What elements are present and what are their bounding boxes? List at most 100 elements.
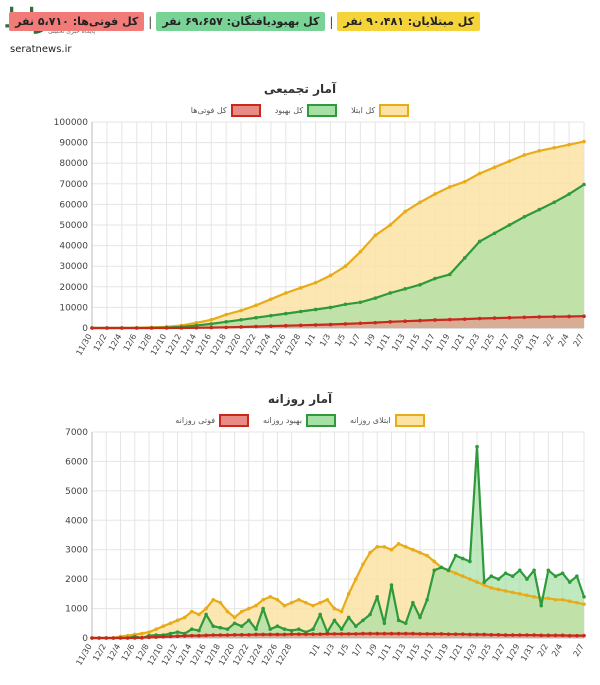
cumulative-point-deaths	[403, 319, 407, 324]
daily-x-tick-label: 12/6	[120, 643, 137, 663]
legend-label: بهبود روزانه	[263, 416, 302, 425]
daily-point-deaths	[503, 633, 508, 637]
daily-point-deaths	[118, 636, 123, 640]
daily-y-tick-label: 2000	[65, 575, 88, 585]
cumulative-x-tick-label: 2/2	[542, 333, 556, 349]
daily-point-recovered	[261, 606, 265, 611]
daily-point-recovered	[503, 571, 508, 576]
daily-point-deaths	[560, 633, 565, 638]
daily-point-confirmed	[411, 547, 415, 552]
legend-label: کل بهبود	[274, 106, 304, 115]
daily-point-confirmed	[518, 592, 522, 596]
daily-point-deaths	[425, 632, 429, 636]
daily-point-confirmed	[239, 609, 244, 614]
cumulative-point-deaths	[552, 314, 556, 319]
daily-point-deaths	[282, 632, 287, 637]
daily-point-confirmed	[546, 596, 551, 601]
daily-point-confirmed	[532, 595, 536, 599]
cumulative-point-deaths	[269, 324, 273, 328]
cumulative-point-recovered	[507, 223, 512, 227]
daily-x-tick-label: 1/29	[505, 643, 522, 663]
daily-x-tick-label: 12/2	[91, 643, 108, 663]
cumulative-point-confirmed	[343, 264, 348, 268]
cumulative-x-tick-label: 1/11	[375, 333, 392, 353]
cumulative-point-recovered	[328, 305, 333, 310]
cumulative-point-deaths	[343, 322, 348, 326]
daily-point-confirmed	[175, 618, 180, 623]
daily-y-tick-label: 4000	[65, 516, 88, 526]
daily-point-confirmed	[197, 612, 201, 617]
cumulative-point-deaths	[254, 324, 258, 329]
cumulative-point-recovered	[388, 291, 392, 295]
cumulative-point-confirmed	[507, 159, 512, 163]
cumulative-point-deaths	[492, 316, 497, 320]
cumulative-y-tick-label: 80000	[59, 159, 88, 169]
daily-point-confirmed	[489, 586, 494, 590]
cumulative-point-recovered	[254, 315, 258, 320]
cumulative-point-recovered	[448, 272, 452, 277]
cumulative-y-tick-label: 20000	[59, 283, 88, 293]
cumulative-x-tick-label: 1/25	[479, 332, 496, 352]
daily-x-tick-label: 1/7	[350, 643, 364, 659]
daily-y-tick-label: 6000	[65, 457, 88, 467]
legend-item-daily-deaths[interactable]: فوتی روزانه	[175, 414, 250, 427]
daily-point-confirmed	[296, 597, 301, 602]
daily-line-deaths	[92, 632, 584, 640]
cumulative-point-confirmed	[358, 249, 363, 254]
daily-point-recovered	[225, 627, 230, 631]
daily-point-recovered	[403, 621, 408, 626]
cumulative-point-deaths	[537, 315, 542, 319]
daily-point-recovered	[332, 618, 337, 623]
cumulative-point-confirmed	[522, 153, 527, 157]
cumulative-point-confirmed	[239, 308, 243, 313]
legend-item-total-deaths[interactable]: کل فوتی‌ها	[191, 104, 261, 117]
badge-total-recovered: کل بهبودیافتگان: ۶۹،۶۵۷ نفر	[156, 12, 326, 31]
cumulative-x-tick-label: 1/19	[435, 333, 452, 353]
daily-x-tick-label: 1/21	[448, 643, 465, 663]
badge-total-deaths: کل فوتی‌ها: ۵،۷۱۰ نفر	[9, 12, 145, 31]
daily-chart: 0100020003000400050006000700011/3012/212…	[65, 428, 586, 667]
legend-item-total-recovered[interactable]: کل بهبود	[274, 104, 338, 117]
daily-point-confirmed	[453, 571, 458, 576]
legend-item-total-confirmed[interactable]: کل ابتلا	[351, 104, 410, 117]
daily-point-deaths	[468, 632, 472, 637]
legend-item-daily-recovered[interactable]: بهبود روزانه	[263, 414, 336, 427]
daily-point-recovered	[368, 612, 372, 617]
cumulative-point-deaths	[298, 323, 303, 328]
daily-point-confirmed	[496, 587, 501, 592]
daily-point-recovered	[525, 577, 529, 581]
daily-point-deaths	[546, 633, 551, 638]
cumulative-point-deaths	[328, 322, 333, 327]
cumulative-y-tick-label: 90000	[59, 139, 88, 149]
cumulative-point-deaths	[477, 316, 482, 321]
daily-point-confirmed	[147, 630, 151, 634]
cumulative-point-deaths	[462, 317, 467, 321]
daily-y-tick-label: 1000	[65, 605, 88, 615]
cumulative-point-confirmed	[224, 312, 228, 317]
daily-line-recovered	[92, 445, 586, 640]
daily-chart-title: آمار روزانه	[267, 392, 333, 406]
daily-y-tick-label: 5000	[65, 487, 88, 497]
daily-point-recovered	[168, 631, 173, 636]
legend-item-daily-confirmed[interactable]: ابتلای روزانه	[350, 414, 425, 427]
daily-x-tick-label: 1/19	[433, 643, 450, 663]
daily-point-deaths	[211, 633, 216, 637]
daily-point-confirmed	[140, 631, 144, 636]
daily-point-deaths	[525, 633, 529, 637]
daily-point-confirmed	[161, 624, 166, 629]
cumulative-point-confirmed	[194, 321, 199, 325]
legend-swatch-deaths	[230, 104, 261, 117]
daily-x-tick-label: 2/4	[550, 643, 564, 659]
cumulative-area-deaths	[92, 316, 584, 328]
cumulative-chart-title: آمار تجمیعی	[263, 82, 337, 96]
cumulative-area-recovered	[92, 184, 584, 328]
cumulative-x-tick-label: 1/23	[465, 333, 482, 353]
cumulative-point-confirmed	[537, 149, 542, 153]
cumulative-point-recovered	[313, 307, 318, 312]
daily-point-deaths	[111, 636, 116, 640]
cumulative-point-confirmed	[373, 233, 378, 238]
daily-point-deaths	[247, 632, 251, 637]
daily-point-deaths	[418, 632, 422, 636]
cumulative-point-deaths	[388, 320, 392, 324]
daily-point-deaths	[239, 632, 244, 637]
